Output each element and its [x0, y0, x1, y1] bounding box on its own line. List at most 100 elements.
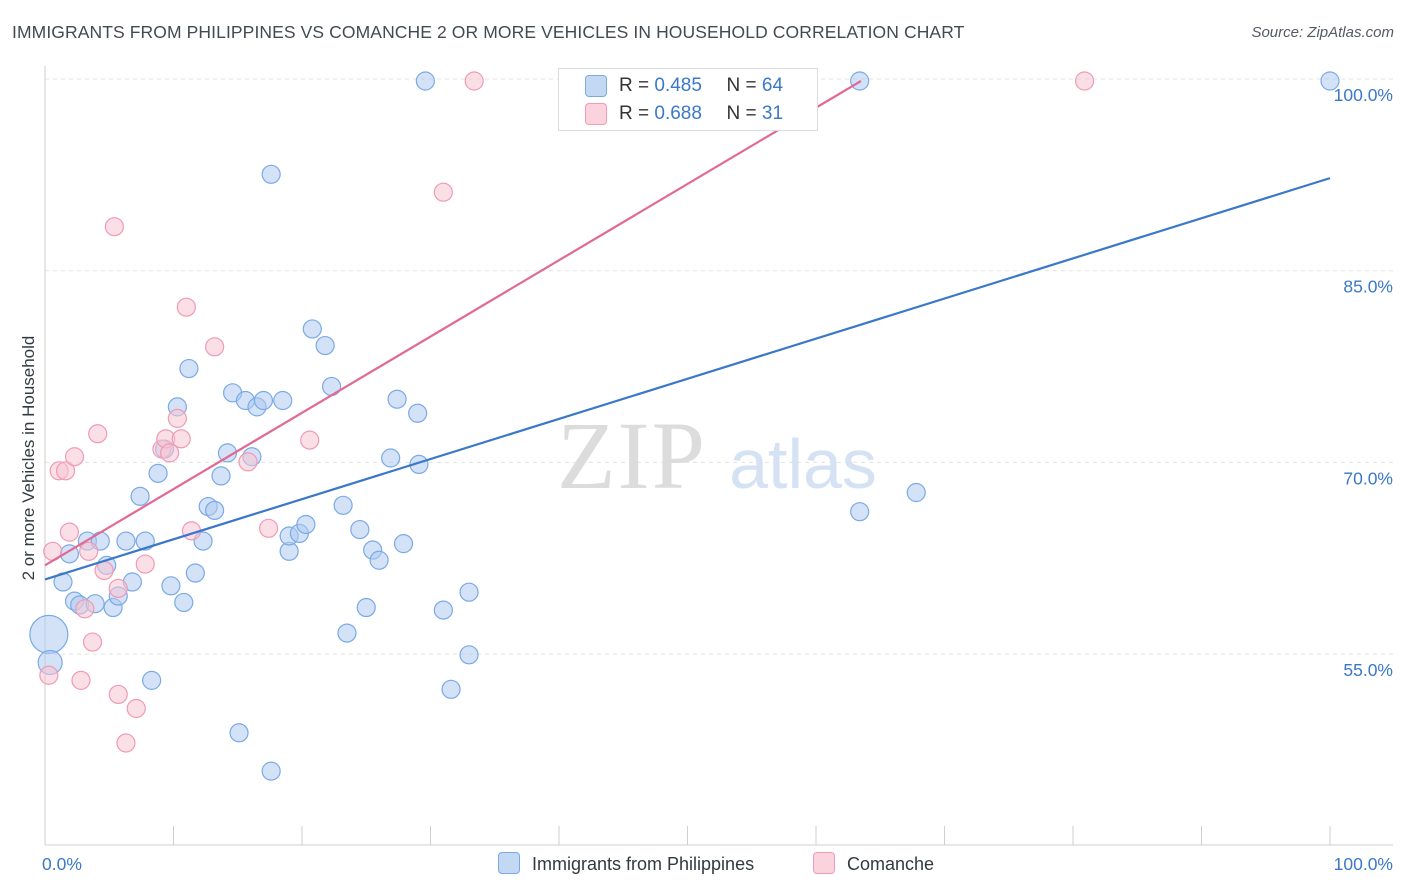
point-philippines — [302, 319, 322, 339]
point-philippines — [441, 679, 461, 699]
bottom-legend-label-philippines: Immigrants from Philippines — [532, 854, 755, 874]
point-philippines — [315, 335, 335, 356]
point-philippines — [205, 500, 225, 521]
grid-lines — [45, 78, 1393, 655]
legend-r-value-philippines: 0.485 — [654, 75, 702, 96]
point-philippines — [356, 597, 376, 618]
x-tick-label: 0.0% — [42, 854, 82, 874]
point-comanche — [167, 408, 187, 428]
point-comanche — [104, 217, 124, 237]
point-philippines — [130, 486, 150, 506]
point-comanche — [176, 297, 196, 317]
bottom-legend-swatch-philippines — [498, 852, 520, 874]
point-comanche — [75, 599, 95, 619]
y-tick-label: 85.0% — [1343, 277, 1393, 297]
y-tick-label: 100.0% — [1334, 85, 1393, 105]
legend-r-value-comanche: 0.688 — [654, 103, 702, 124]
point-comanche — [79, 541, 99, 561]
tick-labels: 55.0% 70.0% 85.0% 100.0% 0.0% 100.0% — [42, 85, 1393, 874]
point-comanche — [71, 670, 91, 690]
point-philippines — [261, 164, 281, 184]
point-philippines — [29, 614, 69, 654]
watermark-zip: ZIP — [557, 402, 707, 509]
point-comanche — [108, 684, 128, 705]
point-comanche — [59, 522, 80, 542]
legend-n-label: N = — [726, 75, 757, 96]
point-philippines — [350, 519, 370, 540]
point-philippines — [161, 576, 181, 596]
point-philippines — [261, 761, 281, 781]
point-philippines — [185, 563, 205, 583]
point-philippines — [459, 645, 479, 665]
trend-line-philippines — [44, 177, 1331, 581]
point-philippines — [174, 592, 194, 613]
correlation-legend: R = 0.485 N = 64 R = 0.688 N = 31 — [558, 68, 818, 131]
point-comanche — [64, 447, 85, 467]
watermark: ZIP atlas — [557, 402, 877, 509]
point-comanche — [135, 554, 155, 574]
point-philippines — [148, 463, 168, 483]
point-philippines — [408, 403, 428, 423]
point-comanche — [82, 632, 103, 652]
point-philippines — [369, 550, 389, 570]
point-philippines — [179, 358, 199, 379]
trend-line-comanche — [44, 80, 862, 567]
point-comanche — [171, 429, 191, 449]
point-philippines — [415, 71, 435, 91]
point-comanche — [55, 461, 76, 481]
point-philippines — [296, 514, 316, 535]
legend-swatch-comanche — [585, 103, 607, 125]
watermark-atlas: atlas — [729, 425, 877, 503]
legend-n-label: N = — [726, 103, 757, 124]
chart-title: IMMIGRANTS FROM PHILIPPINES VS COMANCHE … — [12, 22, 965, 42]
bottom-legend-comanche: Comanche — [813, 852, 934, 875]
point-comanche — [126, 698, 146, 719]
point-philippines — [211, 466, 231, 486]
axes — [44, 66, 1393, 846]
point-philippines — [433, 600, 453, 620]
point-comanche — [464, 71, 484, 91]
point-comanche — [238, 452, 258, 472]
point-philippines — [229, 723, 249, 743]
point-philippines — [253, 390, 274, 411]
bottom-legend-label-comanche: Comanche — [847, 854, 935, 874]
x-tick-label: 100.0% — [1334, 854, 1393, 874]
bottom-legend-swatch-comanche — [813, 852, 835, 874]
point-philippines — [393, 534, 414, 554]
point-comanche — [258, 518, 279, 538]
point-philippines — [387, 389, 407, 409]
point-comanche — [94, 560, 114, 581]
point-comanche — [108, 578, 128, 598]
point-comanche — [39, 665, 59, 685]
point-philippines — [333, 495, 353, 515]
data-points — [29, 71, 1340, 781]
point-comanche — [1074, 71, 1095, 91]
point-philippines — [381, 448, 401, 468]
legend-swatch-philippines — [585, 75, 607, 97]
point-comanche — [116, 733, 136, 753]
point-comanche — [160, 443, 180, 463]
point-philippines — [116, 531, 136, 551]
chart-source: Source: ZipAtlas.com — [1251, 24, 1394, 41]
point-philippines — [273, 390, 293, 411]
y-tick-label: 55.0% — [1343, 660, 1393, 680]
point-philippines — [337, 623, 357, 643]
legend-r-label: R = — [619, 75, 650, 96]
point-comanche — [300, 430, 320, 450]
y-tick-label: 70.0% — [1343, 468, 1393, 488]
point-philippines — [850, 502, 870, 522]
point-comanche — [205, 337, 225, 357]
legend-n-value-comanche: 31 — [761, 103, 784, 124]
point-comanche — [433, 182, 453, 202]
legend-text-philippines: R = 0.485 N = 64 — [619, 75, 783, 97]
point-philippines — [1320, 71, 1340, 91]
legend-text-comanche: R = 0.688 N = 31 — [619, 103, 794, 125]
point-comanche — [88, 424, 108, 444]
point-philippines — [906, 482, 926, 503]
point-philippines — [459, 582, 479, 602]
bottom-legend-philippines: Immigrants from Philippines — [498, 852, 754, 875]
legend-r-label: R = — [619, 103, 650, 124]
point-philippines — [142, 670, 162, 690]
legend-n-value-philippines: 64 — [761, 75, 784, 96]
